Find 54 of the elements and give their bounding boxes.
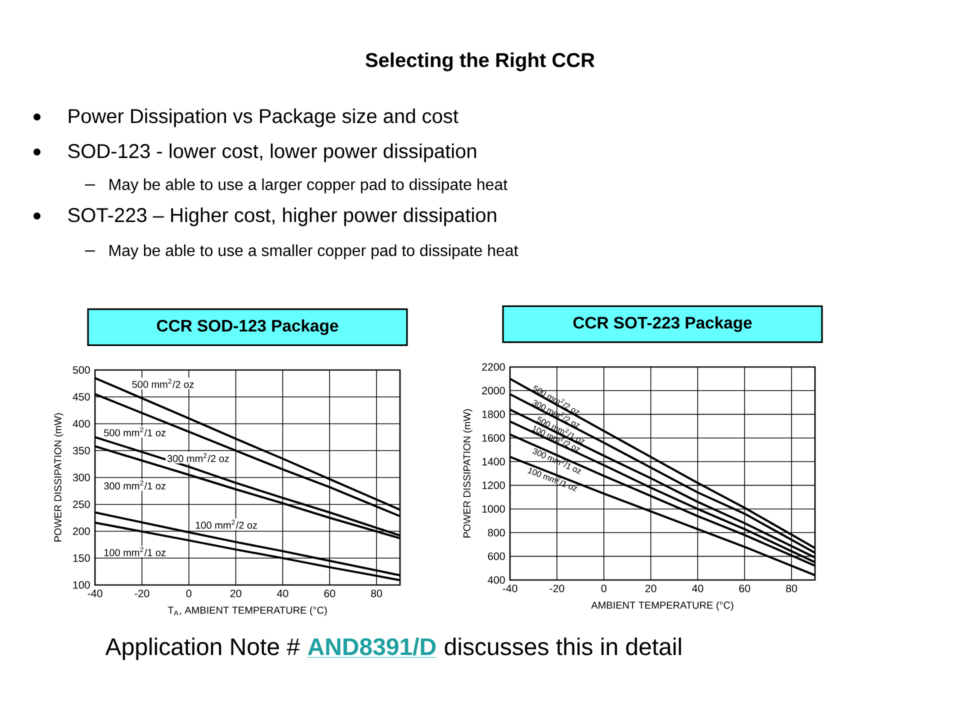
x-axis-title: AMBIENT TEMPERATURE (°C) [591,601,734,611]
y-tick-label: 1600 [482,434,505,442]
x-tick-label: -20 [134,590,150,598]
y-tick-label: 100 [73,581,90,589]
text: AND8391/D [308,638,436,656]
y-axis-title: POWER DISSIPATION (mW) [463,409,472,538]
x-tick-label: 0 [601,584,606,592]
y-tick-label: 350 [72,446,90,454]
chart-title: CCR SOD-123 Package [156,319,338,335]
y-tick-label: 300 [72,474,90,482]
y-tick-label: 1000 [482,505,505,513]
y-tick-label: 450 [72,393,90,401]
series-label: 500 mm$^{2}$/1 oz [104,427,166,436]
text: Selecting the Right CCR [366,52,595,72]
x-tick-label: 60 [739,584,750,592]
y-tick-label: 500 [72,366,90,374]
y-tick-label: 800 [488,528,505,536]
text: SOT-223 – Higher cost, higher power dissipation [68,207,496,226]
text: May be able to use a larger copper pad to dissipate heat [110,178,508,194]
series-label: 300 mm$^{2}$/2 oz [167,453,229,462]
text: Power Dissipation vs Package size and cost [68,108,458,128]
x-axis-title: T$_{A}$, AMBIENT TEMPERATURE (°C) [168,606,327,616]
text: Application Note # [105,638,300,660]
x-tick-label: 40 [692,584,704,592]
y-tick-label: 600 [488,552,505,560]
x-tick-label: 80 [786,584,798,592]
x-tick-label: -20 [550,584,564,592]
x-tick-label: -40 [502,584,518,592]
y-tick-label: 150 [73,554,90,562]
series-label: 100 mm$^{2}$/2 oz [196,520,257,529]
series-label: 300 mm$^{2}$/1 oz [104,480,166,490]
y-axis-title: POWER DISSIPATION (mW) [54,413,64,542]
y-tick-label: 1800 [482,410,505,418]
x-tick-label: 0 [186,590,192,598]
y-tick-label: 400 [488,576,505,584]
y-tick-label: 2200 [482,363,505,371]
series-label: 500 mm$^{2}$/2 oz [132,378,194,388]
y-tick-label: 2000 [482,386,505,394]
x-tick-label: 80 [371,590,382,598]
x-tick-label: 60 [324,590,336,598]
y-tick-label: 250 [73,500,90,508]
y-tick-label: 200 [73,527,90,536]
x-tick-label: 40 [277,590,288,598]
chart-title: CCR SOT-223 Package [573,316,752,332]
y-tick-label: 1200 [482,482,505,490]
x-tick-label: 20 [230,590,242,598]
y-tick-label: 400 [72,420,90,428]
y-tick-label: 1400 [482,458,505,466]
x-tick-label: -40 [88,590,102,598]
x-tick-label: 20 [645,584,656,592]
text: SOD-123 - lower cost, lower power dissipation [68,143,476,162]
text: discusses this in detail [444,638,681,656]
text: May be able to use a smaller copper pad to dissipate heat [110,244,518,260]
series-label: 100 mm$^{2}$/1 oz [104,547,166,556]
